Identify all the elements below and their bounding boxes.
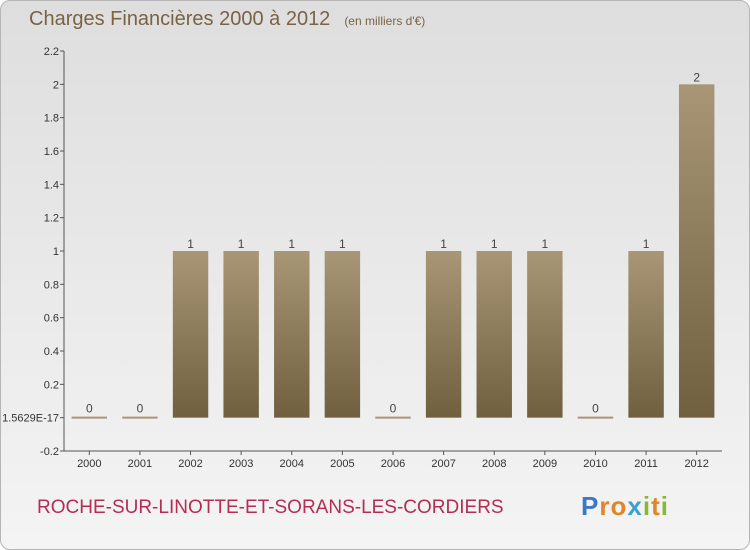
data-label: 1 [339,237,346,251]
x-tick-label: 2009 [533,458,557,470]
data-label: 1 [440,237,447,251]
bar [527,251,563,418]
y-tick-label: 2 [53,79,59,91]
x-tick-label: 2008 [482,458,506,470]
bar [274,251,310,418]
title-row: Charges Financières 2000 à 2012 (en milli… [29,8,425,31]
bar [223,251,259,418]
y-tick-label: -0.2 [40,446,59,458]
proxiti-logo[interactable]: Proxiti [581,491,669,522]
data-label: 0 [137,402,144,416]
logo-letter: i [642,491,652,521]
bar [476,251,512,418]
x-tick-label: 2011 [634,458,658,470]
data-label: 2 [693,70,700,84]
commune-name: ROCHE-SUR-LINOTTE-ET-SORANS-LES-CORDIERS [37,497,504,518]
chart-title: Charges Financières 2000 à 2012 [29,8,331,30]
bar [425,251,462,418]
y-tick-label: 0.4 [44,346,59,358]
chart-subtitle: (en milliers d'€) [344,14,426,28]
logo-letter: o [610,491,628,521]
data-label: 1 [542,237,549,251]
x-tick-label: 2004 [280,458,304,470]
data-label: 0 [390,402,397,416]
y-tick-label: 1.2 [44,213,59,225]
x-tick-label: 2005 [330,458,354,470]
logo-letter: x [627,491,643,521]
bar [324,251,361,418]
y-tick-label: 1 [53,246,59,258]
bar [172,251,209,418]
logo-letter: r [599,491,611,521]
y-tick-label: 1.5629E-17 [2,413,59,425]
x-tick-label: 2007 [431,458,455,470]
x-tick-label: 2010 [583,458,607,470]
bar [678,84,715,418]
x-tick-label: 2003 [229,458,253,470]
data-labels: 0 0 1 1 1 1 0 1 1 1 0 1 2 [86,70,700,415]
data-label: 1 [491,237,498,251]
y-tick-label: 0.8 [44,279,59,291]
data-label: 1 [643,237,650,251]
data-label: 0 [86,402,93,416]
data-label: 1 [288,237,295,251]
x-tick-label: 2006 [381,458,405,470]
bars [71,84,715,419]
data-label: 0 [592,402,599,416]
y-tick-label: 1.8 [44,113,59,125]
axes: -0.2 1.5629E-17 0.2 0.4 0.6 0.8 1 1.2 1.4 1.6 1.8 2… [2,46,722,470]
data-label: 1 [238,237,245,251]
logo-letter: i [660,491,669,521]
y-tick-label: 1.6 [44,146,59,158]
y-tick-label: 1.4 [44,179,59,191]
logo-letter: t [651,491,661,521]
bar [628,251,664,418]
y-tick-label: 0.6 [44,313,59,325]
y-tick-label: 2.2 [44,46,59,58]
y-tick-label: 0.2 [44,379,59,391]
x-tick-label: 2001 [128,458,152,470]
data-label: 1 [187,237,194,251]
x-tick-label: 2000 [77,458,101,470]
x-tick-label: 2002 [178,458,202,470]
logo-letter: P [581,491,600,521]
x-tick-label: 2012 [684,458,708,470]
